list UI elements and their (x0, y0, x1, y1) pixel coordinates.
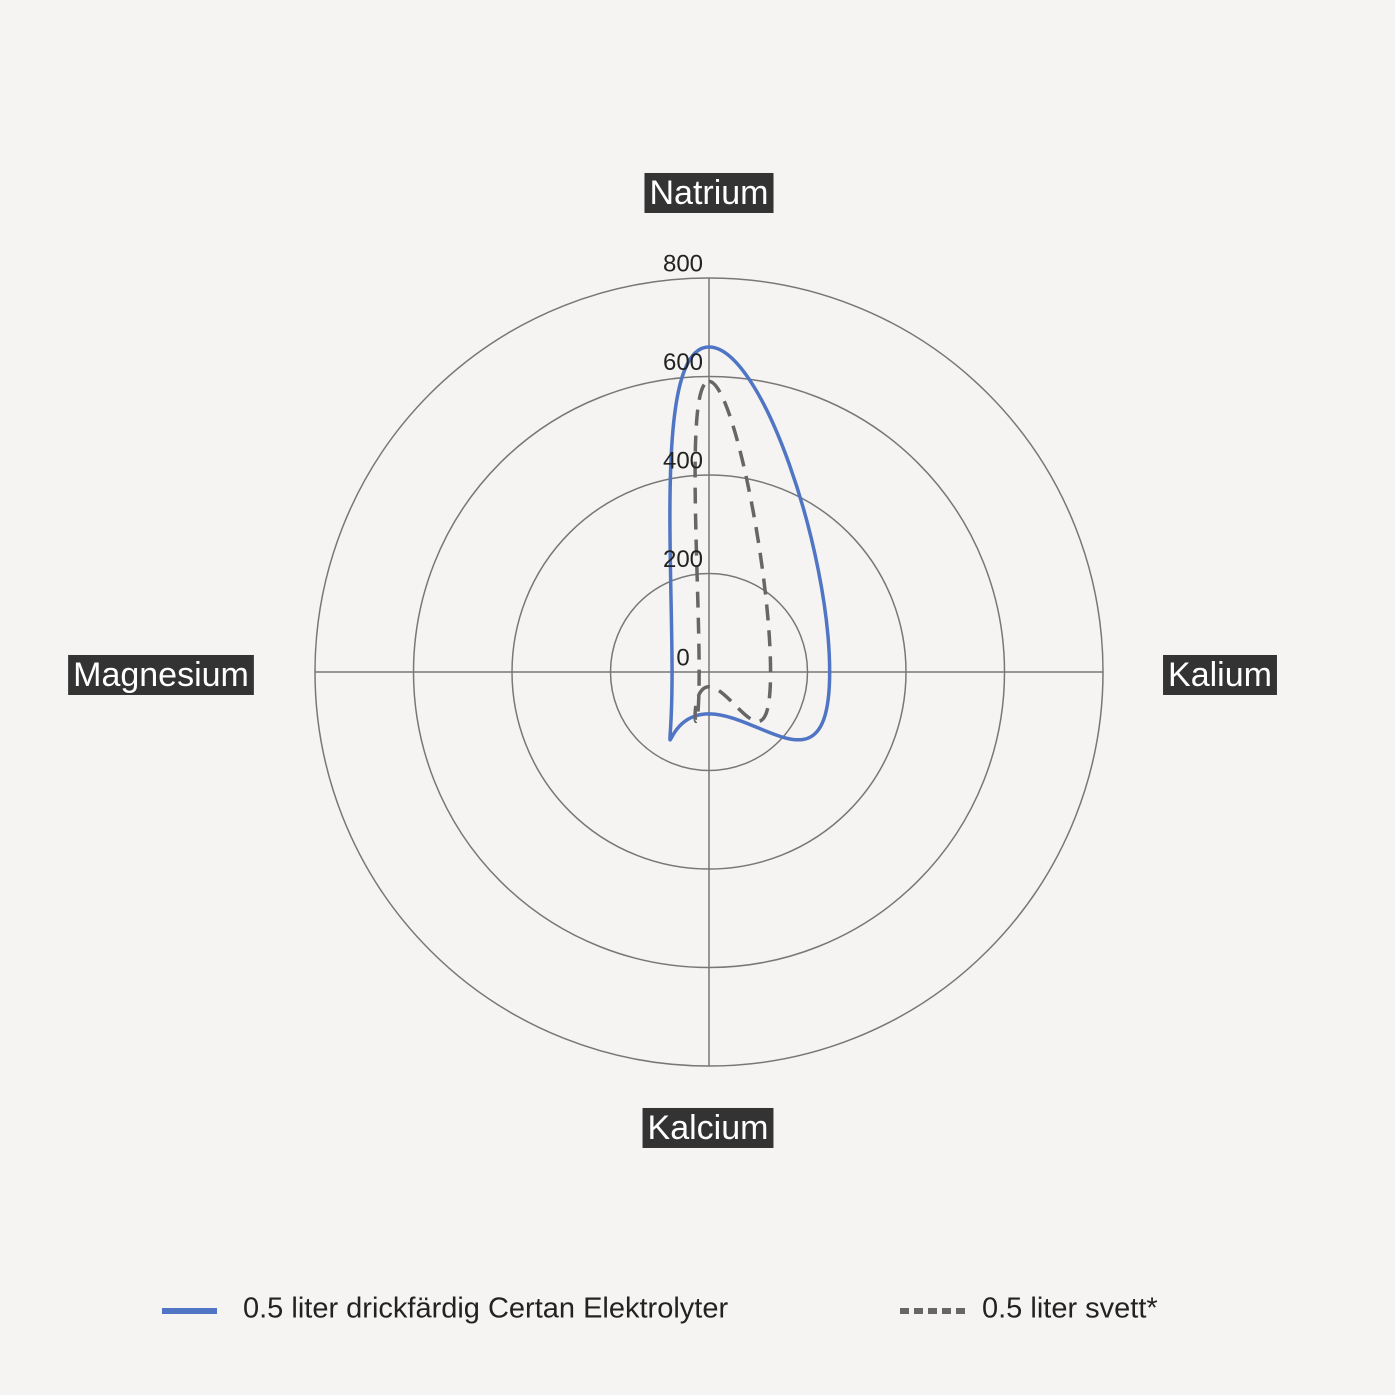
r-tick-label: 0 (676, 644, 689, 671)
category-text: Natrium (649, 174, 768, 212)
legend-label: 0.5 liter svett* (982, 1293, 1158, 1325)
series-line (693, 379, 773, 723)
category-label: Kalium (1163, 654, 1277, 695)
label-box (644, 172, 774, 213)
r-tick-label: 400 (663, 447, 703, 474)
label-box (1163, 654, 1277, 695)
legend-label: 0.5 liter drickfärdig Certan Elektrolyte… (243, 1293, 728, 1325)
label-box (642, 1107, 774, 1148)
category-text: Magnesium (73, 656, 249, 694)
series-line (668, 345, 832, 742)
r-tick-label: 600 (663, 349, 703, 376)
label-box (68, 654, 254, 695)
r-tick-label: 200 (663, 546, 703, 573)
category-text: Kalcium (648, 1109, 769, 1147)
category-label: Magnesium (68, 654, 254, 695)
r-tick-label: 800 (663, 250, 703, 277)
category-label: Natrium (644, 172, 774, 213)
category-label: Kalcium (642, 1107, 774, 1148)
category-text: Kalium (1168, 656, 1272, 694)
